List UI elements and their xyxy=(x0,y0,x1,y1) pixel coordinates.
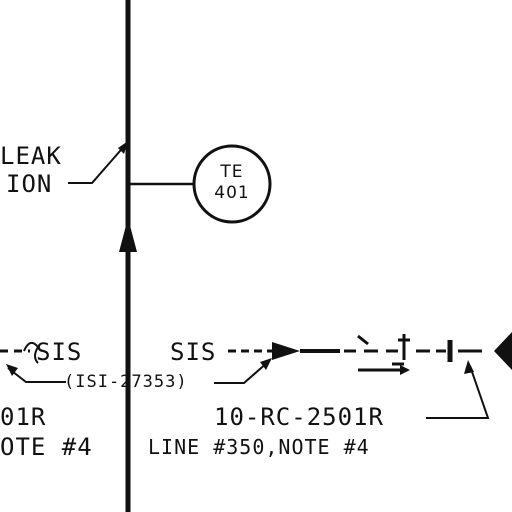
instrument-tag-type: TE xyxy=(220,162,244,182)
instrument-bubble-te-401 xyxy=(192,144,272,224)
valve-symbol xyxy=(344,334,482,375)
instrument-tag-number: 401 xyxy=(214,183,250,203)
signal-tag-leader-right xyxy=(214,361,269,384)
line-label-leader xyxy=(426,365,490,419)
sis-label-right: SIS xyxy=(170,338,217,366)
flow-arrow-up xyxy=(119,218,137,252)
signal-tag-arrow-right xyxy=(260,358,272,370)
signal-tag-leader-left xyxy=(7,367,66,383)
line-number-right: 10-RC-2501R xyxy=(214,403,384,431)
leak-label-line2: ION xyxy=(6,170,53,198)
signal-squiggle-left xyxy=(23,341,40,364)
leak-leader-arrow xyxy=(118,141,128,154)
line-note-left-partial: OTE #4 xyxy=(0,433,93,461)
sis-label-left: SIS xyxy=(36,338,83,366)
line-note-right: LINE #350,NOTE #4 xyxy=(148,435,370,459)
leak-leader-line xyxy=(68,142,128,184)
leak-label-line1: LEAK xyxy=(0,142,62,170)
signal-tag-arrow-left xyxy=(6,364,18,376)
valve-partial-right xyxy=(494,332,512,370)
signal-arrow-right xyxy=(272,342,300,360)
line-number-left-partial: 01R xyxy=(0,403,47,431)
signal-tag: (ISI-27353) xyxy=(64,372,188,392)
line-label-arrow xyxy=(464,360,474,374)
